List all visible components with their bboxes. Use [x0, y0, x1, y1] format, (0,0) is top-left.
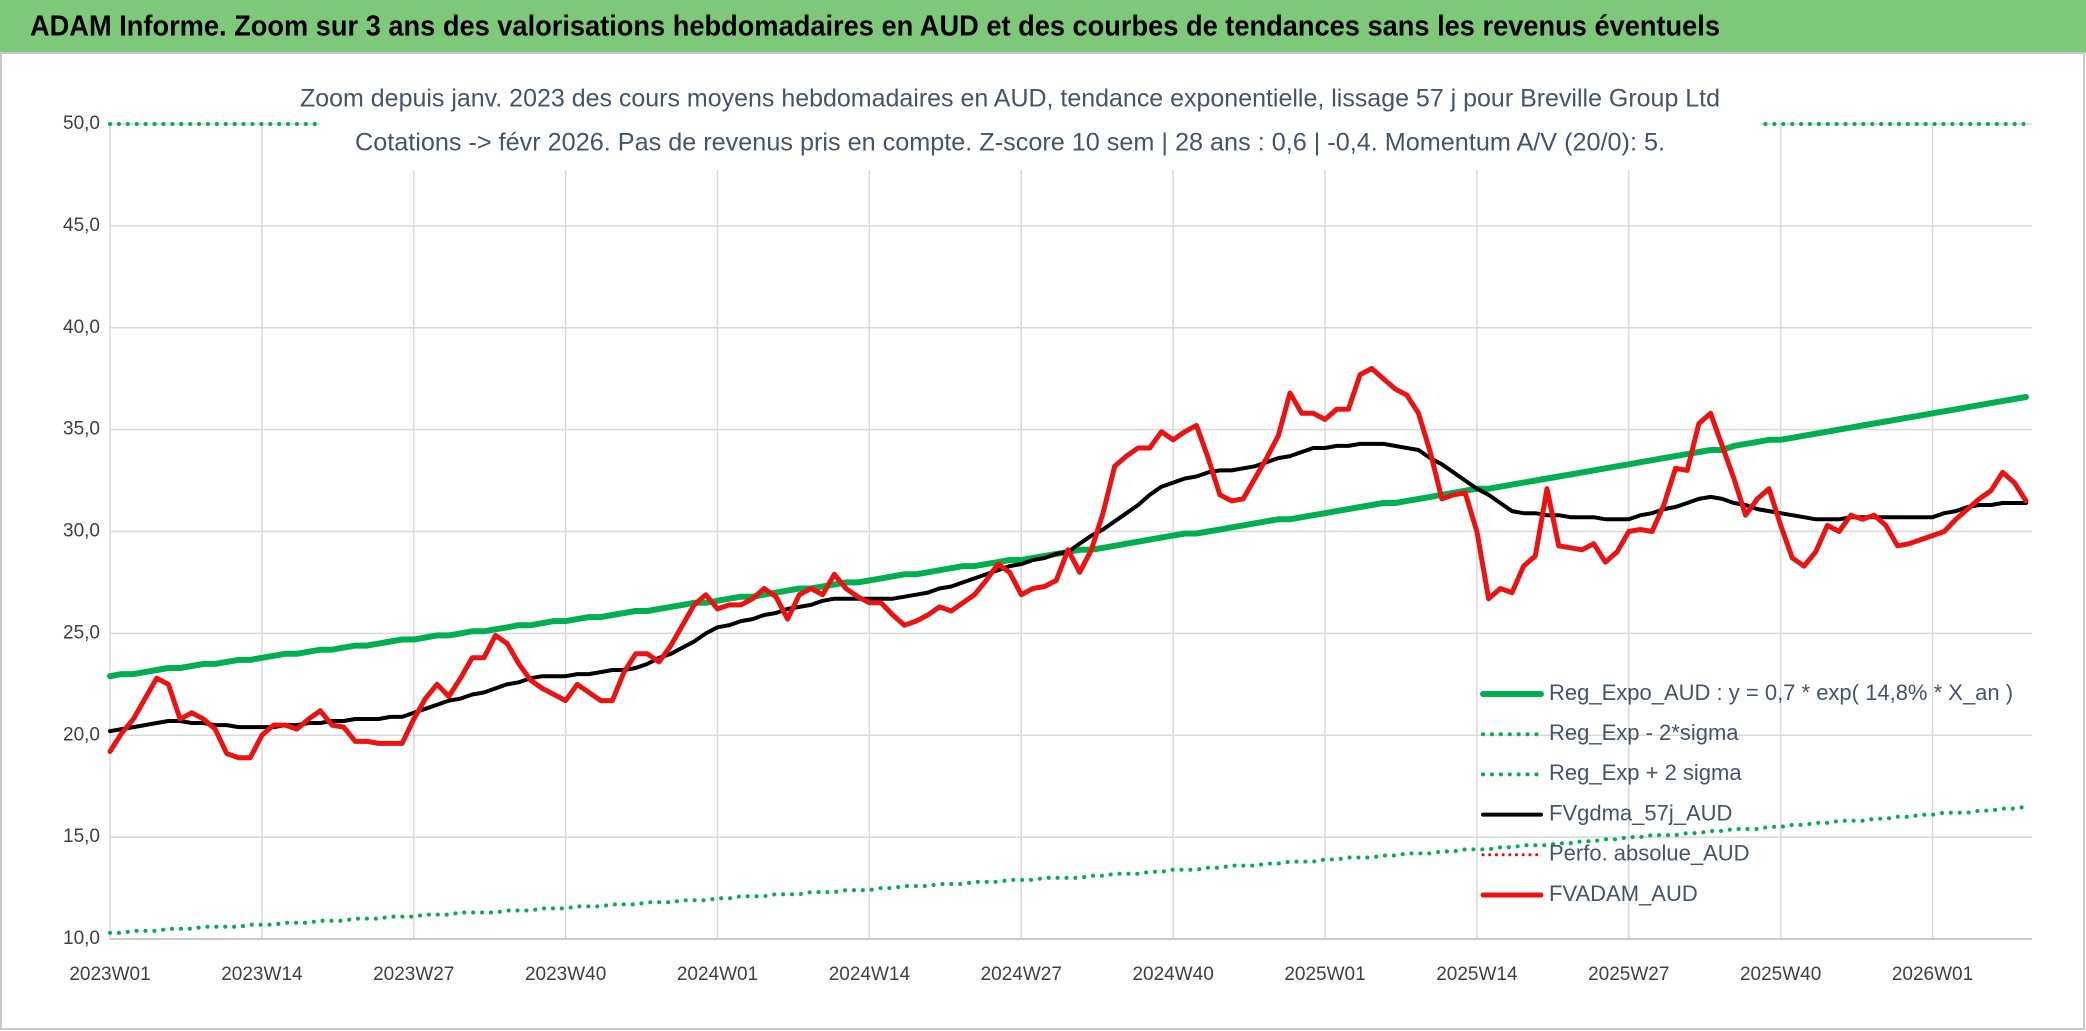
legend-label: FVgdma_57j_AUD [1549, 800, 1732, 825]
legend-label: Reg_Expo_AUD : y = 0,7 * exp( 14,8% * X_… [1549, 680, 2013, 705]
x-tick-label: 2023W40 [525, 964, 606, 985]
y-tick-label: 25,0 [63, 622, 100, 643]
y-tick-label: 30,0 [63, 521, 100, 542]
title-background [320, 78, 1760, 170]
y-tick-label: 50,0 [63, 113, 100, 134]
x-tick-label: 2024W01 [677, 964, 758, 985]
header-title: ADAM Informe. Zoom sur 3 ans des valoris… [30, 11, 1720, 43]
x-tick-label: 2024W40 [1132, 964, 1213, 985]
series-line [108, 804, 2028, 935]
y-tick-label: 35,0 [63, 419, 100, 440]
y-tick-label: 40,0 [63, 317, 100, 338]
x-tick-label: 2024W27 [981, 964, 1062, 985]
legend-label: FVADAM_AUD [1549, 881, 1698, 906]
x-tick-label: 2025W01 [1284, 964, 1365, 985]
legend-label: Reg_Exp + 2 sigma [1549, 760, 1742, 785]
x-tick-label: 2025W14 [1436, 964, 1518, 985]
chart-title: Zoom depuis janv. 2023 des cours moyens … [300, 85, 1720, 113]
legend-label: Reg_Exp - 2*sigma [1549, 720, 1739, 745]
x-tick-label: 2026W01 [1892, 964, 1973, 985]
chart-frame [0, 52, 2085, 1030]
y-tick-label: 45,0 [63, 215, 100, 236]
y-tick-label: 15,0 [63, 826, 100, 847]
y-tick-label: 20,0 [63, 724, 100, 745]
series-line [107, 366, 2029, 761]
x-tick-label: 2025W40 [1740, 964, 1821, 985]
x-tick-label: 2024W14 [829, 964, 911, 985]
x-tick-label: 2025W27 [1588, 964, 1669, 985]
x-tick-label: 2023W01 [69, 964, 150, 985]
y-tick-label: 10,0 [63, 928, 100, 949]
header-bar [0, 0, 2086, 53]
legend-label: Perfo. absolue_AUD [1549, 841, 1750, 866]
chart-subtitle: Cotations -> févr 2026. Pas de revenus p… [355, 129, 1665, 157]
x-tick-label: 2023W14 [221, 964, 303, 985]
x-tick-label: 2023W27 [373, 964, 454, 985]
